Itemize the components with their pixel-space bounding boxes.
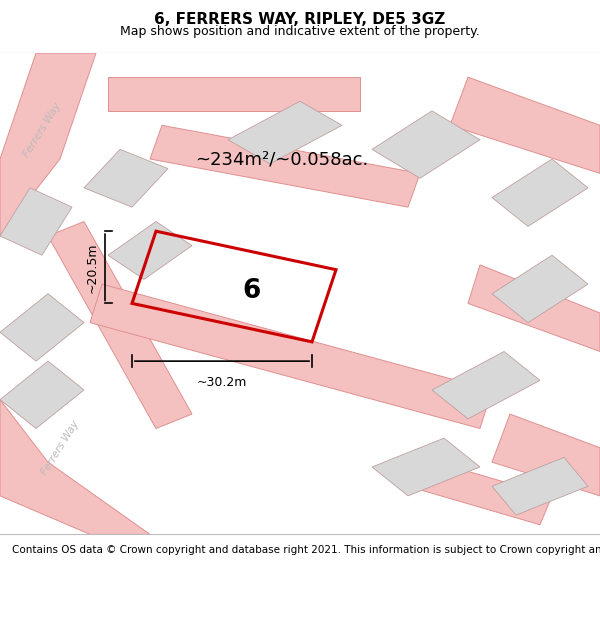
Text: Ferrers Way: Ferrers Way	[21, 101, 63, 159]
Polygon shape	[492, 414, 600, 496]
Polygon shape	[90, 284, 492, 429]
Polygon shape	[0, 399, 150, 534]
Text: 6: 6	[243, 278, 261, 304]
Polygon shape	[108, 77, 360, 111]
Polygon shape	[0, 361, 84, 429]
Text: Map shows position and indicative extent of the property.: Map shows position and indicative extent…	[120, 25, 480, 38]
Polygon shape	[372, 438, 480, 496]
Polygon shape	[408, 458, 552, 525]
Text: Ferrers Way: Ferrers Way	[39, 419, 81, 477]
Text: ~30.2m: ~30.2m	[197, 376, 247, 389]
Polygon shape	[432, 351, 540, 419]
Polygon shape	[84, 149, 168, 207]
Polygon shape	[492, 458, 588, 515]
Text: ~234m²/~0.058ac.: ~234m²/~0.058ac.	[196, 150, 368, 168]
Polygon shape	[372, 111, 480, 178]
Polygon shape	[228, 101, 342, 164]
Polygon shape	[48, 221, 192, 429]
Polygon shape	[0, 188, 72, 255]
Polygon shape	[468, 265, 600, 351]
Polygon shape	[108, 221, 192, 279]
Polygon shape	[492, 255, 588, 322]
Polygon shape	[450, 77, 600, 173]
Polygon shape	[150, 125, 420, 207]
Text: Contains OS data © Crown copyright and database right 2021. This information is : Contains OS data © Crown copyright and d…	[12, 545, 600, 555]
Polygon shape	[492, 159, 588, 226]
Polygon shape	[0, 53, 96, 236]
Text: 6, FERRERS WAY, RIPLEY, DE5 3GZ: 6, FERRERS WAY, RIPLEY, DE5 3GZ	[154, 12, 446, 27]
Text: ~20.5m: ~20.5m	[86, 242, 99, 292]
Polygon shape	[0, 294, 84, 361]
